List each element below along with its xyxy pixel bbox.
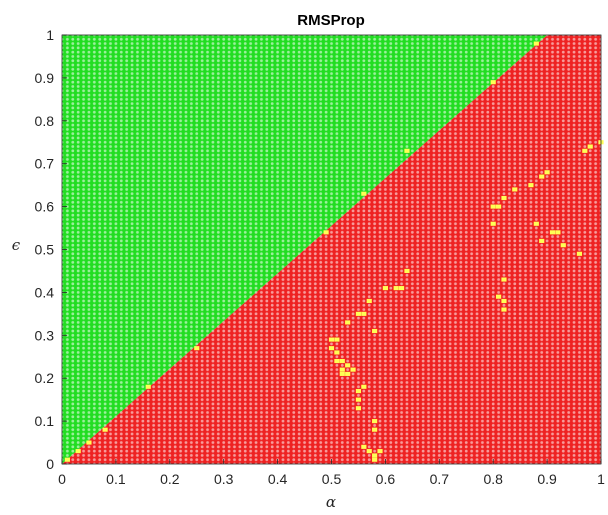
exception-point (404, 148, 410, 153)
exception-point (582, 148, 588, 153)
exception-point (587, 144, 593, 149)
exception-point (372, 453, 378, 458)
exception-point (372, 328, 378, 334)
x-axis-label: α (326, 493, 336, 511)
x-tick-label: 1 (597, 471, 605, 487)
exception-point (366, 449, 372, 454)
y-tick-label: 0.4 (35, 284, 55, 300)
exception-point (345, 363, 351, 368)
exception-point (345, 371, 351, 376)
exception-point (528, 183, 534, 188)
exception-point (102, 427, 108, 432)
exception-point (361, 384, 367, 389)
exception-point (539, 238, 545, 243)
exception-point (334, 350, 340, 355)
exception-point (404, 268, 410, 274)
exception-point (323, 230, 329, 235)
y-tick-label: 0.6 (35, 199, 55, 215)
x-tick-label: 0.4 (268, 471, 288, 487)
exception-point (145, 384, 151, 389)
x-axis: 0 0.1 0.2 0.3 0.4 0.5 0.6 0.7 0.8 0.9 1 (58, 459, 605, 487)
exception-point (334, 358, 340, 364)
exception-point (339, 367, 345, 372)
exception-point (496, 204, 502, 209)
y-tick-label: 0.9 (35, 70, 55, 86)
y-axis-label: ϵ (12, 236, 21, 254)
exception-point (549, 230, 556, 235)
exception-point (555, 230, 561, 235)
exception-point (501, 277, 507, 282)
exception-point (372, 457, 378, 462)
x-tick-label: 0.5 (322, 471, 342, 487)
exception-point (544, 170, 550, 175)
exception-point (328, 337, 335, 342)
x-tick-label: 0.1 (106, 471, 126, 487)
x-tick-label: 0.2 (160, 471, 180, 487)
exception-point (361, 191, 367, 196)
exception-point (512, 187, 518, 192)
exception-point (355, 397, 362, 402)
exception-point (490, 204, 496, 209)
exception-point (501, 195, 507, 201)
grid-dot-texture (62, 35, 601, 464)
x-tick-label: 0.6 (376, 471, 396, 487)
exception-point (501, 298, 507, 304)
exception-point (490, 221, 496, 226)
exception-point (355, 406, 362, 411)
y-tick-label: 0.8 (35, 113, 55, 129)
exception-points (64, 41, 604, 462)
exception-point (355, 311, 362, 316)
chart-title: RMSProp (297, 12, 365, 29)
exception-point (355, 389, 362, 394)
y-tick-label: 0.2 (35, 370, 55, 386)
exception-point (361, 311, 367, 316)
y-tick-label: 0.1 (35, 413, 55, 429)
exception-point (533, 41, 539, 46)
exception-point (350, 367, 356, 372)
x-tick-label: 0.9 (537, 471, 557, 487)
exception-point (576, 251, 583, 256)
x-tick-label: 0 (58, 471, 66, 487)
exception-point (64, 457, 70, 462)
exception-point (496, 294, 502, 299)
exception-point (533, 221, 539, 226)
exception-point (345, 320, 351, 325)
exception-point (194, 346, 200, 351)
exception-point (377, 449, 383, 454)
exception-point (372, 419, 378, 424)
exception-point (490, 80, 496, 85)
y-axis: 0 0.1 0.2 0.3 0.4 0.5 0.6 0.7 0.8 0.9 1 (35, 27, 67, 472)
y-tick-label: 0.3 (35, 327, 55, 343)
exception-point (361, 444, 367, 449)
x-tick-label: 0.3 (214, 471, 234, 487)
y-tick-label: 1 (46, 27, 54, 43)
exception-point (398, 286, 405, 291)
exception-point (339, 371, 345, 376)
y-tick-label: 0.5 (35, 242, 55, 258)
x-tick-label: 0.8 (483, 471, 503, 487)
exception-point (75, 449, 81, 454)
exception-point (560, 243, 566, 248)
exception-point (334, 337, 340, 342)
y-tick-label: 0 (46, 456, 54, 472)
exception-point (328, 346, 335, 351)
y-tick-label: 0.7 (35, 156, 55, 172)
plot-area (61, 34, 604, 465)
exception-point (366, 298, 372, 304)
exception-point (501, 307, 507, 312)
exception-point (393, 286, 399, 291)
x-tick-label: 0.7 (430, 471, 450, 487)
exception-point (372, 427, 378, 432)
exception-point (382, 286, 388, 291)
exception-point (339, 358, 345, 364)
exception-point (539, 174, 545, 179)
exception-point (86, 440, 92, 445)
